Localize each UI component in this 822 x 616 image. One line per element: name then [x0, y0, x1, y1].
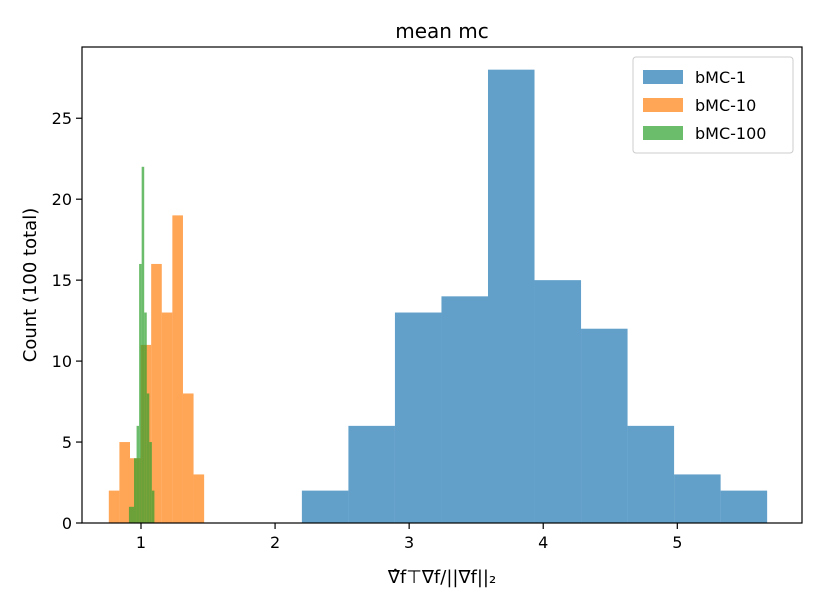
x-tick-label: 1: [136, 533, 146, 552]
histogram-bar: [182, 393, 194, 523]
y-tick-label: 15: [52, 271, 72, 290]
histogram-bar: [172, 215, 183, 523]
histogram-bar: [134, 458, 137, 523]
histogram-bar: [119, 442, 130, 523]
histogram-bar: [151, 490, 155, 523]
histogram-bar: [149, 442, 152, 523]
y-tick-label: 0: [62, 514, 72, 533]
histogram-bar: [108, 490, 120, 523]
histogram-bar: [720, 490, 768, 523]
y-axis-ticks: 0 5 10 15 20 25: [52, 109, 82, 533]
histogram-bar: [301, 490, 349, 523]
plot-frame: [81, 46, 803, 524]
legend-swatch: [643, 98, 683, 112]
y-axis-label: Count (100 total): [20, 208, 41, 362]
histogram-bar: [146, 393, 150, 523]
histogram-bar: [441, 296, 488, 523]
histogram-bar: [144, 312, 147, 523]
legend: bMC-1 bMC-10 bMC-100: [632, 56, 794, 154]
histogram-bar: [348, 425, 395, 523]
x-tick-label: 2: [270, 533, 280, 552]
x-axis-label: ∇̂f⊤∇f/||∇f||₂: [387, 567, 496, 588]
x-tick-label: 5: [672, 533, 682, 552]
series-bmc-1: [301, 69, 768, 524]
legend-swatch: [643, 70, 683, 84]
series-bmc-100: [128, 166, 155, 524]
y-tick-label: 25: [52, 109, 72, 128]
histogram-bar: [394, 312, 442, 523]
histogram-bar: [136, 425, 140, 523]
histogram-bar: [151, 263, 162, 523]
legend-label: bMC-1: [695, 68, 746, 87]
histogram-bar: [674, 474, 721, 523]
legend-label: bMC-10: [695, 96, 756, 115]
histogram-bar: [487, 69, 535, 524]
histogram-bar: [161, 312, 173, 523]
histogram-bar: [139, 263, 142, 523]
histogram-bar: [141, 166, 145, 524]
y-tick-label: 20: [52, 190, 72, 209]
legend-label: bMC-100: [695, 124, 766, 143]
x-axis-ticks: 1 2 3 4 5: [136, 523, 682, 552]
chart-title: mean mc: [395, 19, 489, 43]
histogram-bar: [627, 425, 675, 523]
histogram-bar: [534, 280, 582, 523]
histogram-bar: [193, 474, 205, 523]
histogram-bar: [128, 506, 132, 523]
histogram-bars: [108, 69, 768, 524]
histogram-bar: [131, 506, 135, 523]
x-tick-label: 4: [538, 533, 548, 552]
x-tick-label: 3: [404, 533, 414, 552]
y-tick-label: 5: [62, 433, 72, 452]
y-tick-label: 10: [52, 352, 72, 371]
histogram-bar: [581, 328, 628, 523]
legend-swatch: [643, 126, 683, 140]
